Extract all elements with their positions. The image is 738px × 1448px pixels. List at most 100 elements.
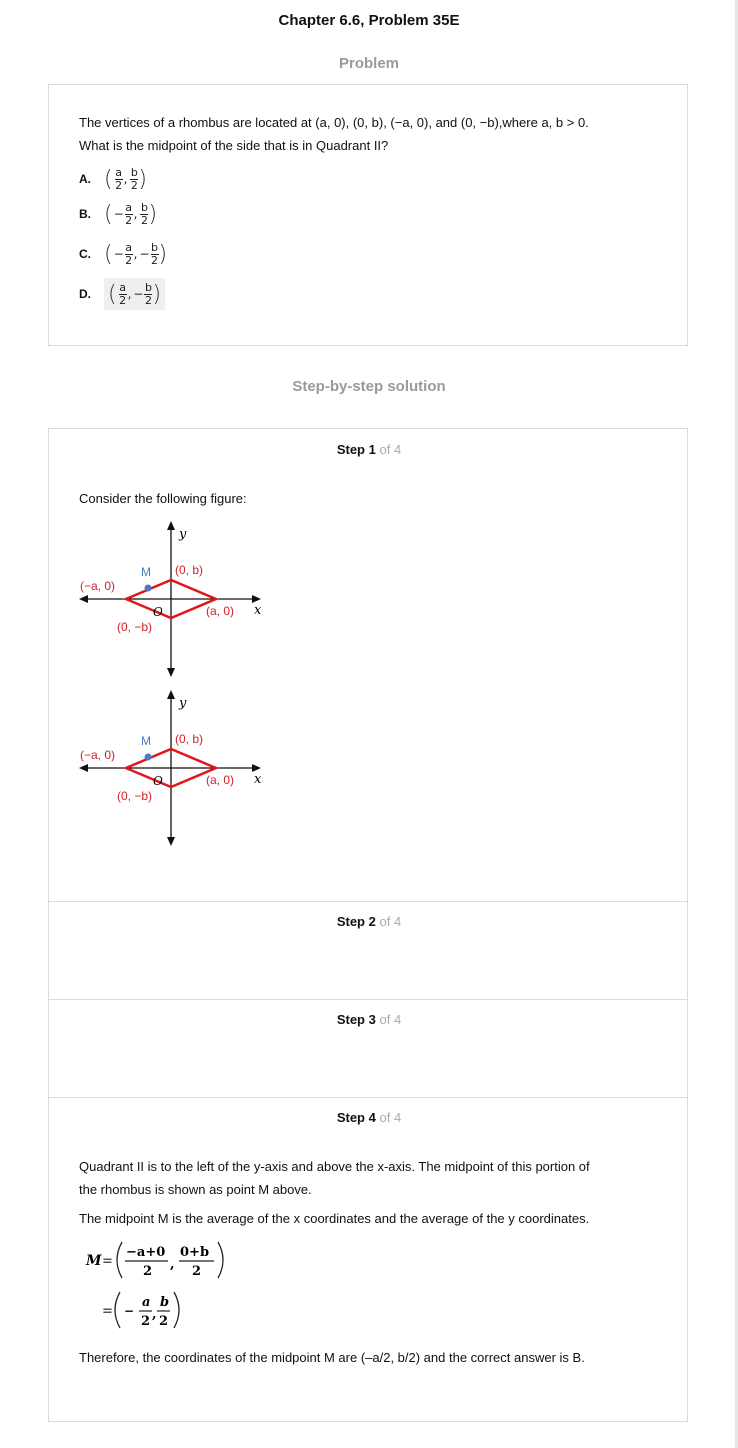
comma: ,: [152, 1307, 157, 1322]
right-paren: ): [148, 201, 158, 227]
step-2-heading: Step 2 of 4: [49, 914, 689, 929]
problem-box: [48, 84, 688, 346]
eq2-numerator-y: b: [160, 1295, 169, 1310]
midpoint-M: [144, 753, 152, 761]
problem-text-line2: What is the midpoint of the side that is…: [79, 138, 389, 153]
comma: ,: [170, 1257, 175, 1272]
numerator: b: [140, 200, 148, 214]
numerator: a: [125, 200, 133, 214]
option-letter: A.: [79, 172, 91, 186]
right-paren: ): [152, 281, 162, 307]
x-axis-label: x: [254, 772, 262, 787]
eq1-numerator-x: −a+0: [126, 1245, 165, 1260]
label-neg-a-0: (−a, 0): [80, 579, 115, 593]
right-paren: [173, 1291, 180, 1329]
label-M: M: [141, 734, 151, 748]
equation-2-svg: = − a 2 , b 2: [102, 1291, 180, 1329]
y-axis-arrow-up: [167, 521, 175, 530]
right-paren: ): [158, 241, 168, 267]
right-edge-rule: [735, 0, 738, 1448]
denominator: 2: [130, 178, 138, 192]
step-of-total: of 4: [379, 1012, 402, 1027]
fraction-bar: [124, 213, 133, 215]
denominator: 2: [115, 178, 123, 192]
x-axis-label: x: [254, 603, 262, 618]
option-expression[interactable]: (− a 2, b 2): [104, 200, 157, 228]
numerator: b: [130, 165, 138, 179]
x-sign: −: [113, 207, 124, 221]
right-paren: ): [138, 166, 148, 192]
eq2-minus: −: [124, 1304, 134, 1318]
fraction-bar: [118, 293, 127, 295]
midpoint-M: [144, 584, 152, 592]
y-axis-arrow-down: [167, 668, 175, 677]
problem-heading: Problem: [338, 55, 399, 72]
y-sign: −: [133, 287, 144, 301]
equation-1-svg: M = −a+0 2 , 0+b 2: [85, 1241, 224, 1279]
step-word: Step: [336, 1110, 365, 1125]
left-paren: (: [108, 281, 117, 307]
step-1-heading: Step 1 of 4: [49, 442, 689, 457]
step4-para1-line1: Quadrant II is to the left of the y-axis…: [79, 1159, 590, 1174]
page-title: Chapter 6.6, Problem 35E: [278, 12, 460, 29]
step4-para1-line2: the rhombus is shown as point M above.: [79, 1182, 312, 1197]
eq2-denominator-y: 2: [159, 1314, 168, 1329]
eq1-lhs: M: [85, 1253, 102, 1269]
left-paren: (: [104, 166, 113, 192]
numerator: a: [115, 165, 122, 179]
denominator: 2: [140, 213, 148, 227]
step-word: Step: [336, 914, 365, 929]
denominator: 2: [144, 293, 152, 307]
left-paren: [116, 1241, 123, 1279]
comma: ,: [133, 247, 138, 261]
label-0-b: (0, b): [175, 563, 203, 577]
x-sign: −: [113, 247, 124, 261]
comma: ,: [123, 172, 128, 186]
fraction-bar: [124, 253, 133, 255]
eq2-denominator-x: 2: [141, 1314, 150, 1329]
comma: ,: [133, 207, 138, 221]
denominator: 2: [125, 213, 133, 227]
option-expression[interactable]: (− a 2, − b 2): [104, 240, 167, 268]
label-neg-a-0: (−a, 0): [80, 748, 115, 762]
numerator: a: [125, 240, 133, 254]
rhombus: [122, 578, 220, 620]
step-number: 2: [368, 914, 376, 929]
label-a-0: (a, 0): [206, 773, 234, 787]
step-number: 3: [368, 1012, 376, 1027]
option-letter: D.: [79, 287, 91, 301]
numerator: a: [119, 280, 126, 294]
rhombus-diagram: y x M O (0, b) (−a, 0) (a, 0) (0, −b): [79, 521, 262, 677]
label-0-b: (0, b): [175, 732, 203, 746]
step-number: 4: [368, 1110, 376, 1125]
midpoint-equation-1: M = −a+0 2 , 0+b 2: [84, 1238, 244, 1286]
denominator: 2: [125, 253, 133, 267]
step1-intro: Consider the following figure:: [79, 491, 247, 506]
left-paren: (: [104, 241, 113, 267]
x-axis-arrow-right: [252, 764, 261, 772]
x-axis-arrow-right: [252, 595, 261, 603]
comma: ,: [127, 287, 132, 301]
rhombus: [122, 747, 220, 789]
y-sign: −: [139, 247, 150, 261]
y-axis-arrow-up: [167, 690, 175, 699]
label-a-0: (a, 0): [206, 604, 234, 618]
eq1-denominator-y: 2: [192, 1264, 201, 1279]
option-expression[interactable]: (a 2, − b 2): [104, 278, 166, 310]
option-expression[interactable]: (a 2, b 2): [104, 165, 147, 193]
denominator: 2: [119, 293, 127, 307]
denominator: 2: [151, 253, 159, 267]
solution-heading: Step-by-step solution: [292, 378, 446, 395]
step-divider: [49, 999, 687, 1000]
rhombus-diagram: y x M O (0, b) (−a, 0) (a, 0) (0, −b): [79, 690, 262, 846]
eq2-equals: =: [102, 1304, 113, 1319]
step-4-heading: Step 4 of 4: [49, 1110, 689, 1125]
step-divider: [49, 901, 687, 902]
rhombus-figure-1: y x M O (0, b) (−a, 0) (a, 0) (0, −b): [76, 518, 276, 683]
step-divider: [49, 1097, 687, 1098]
label-0-neg-b: (0, −b): [117, 789, 152, 803]
